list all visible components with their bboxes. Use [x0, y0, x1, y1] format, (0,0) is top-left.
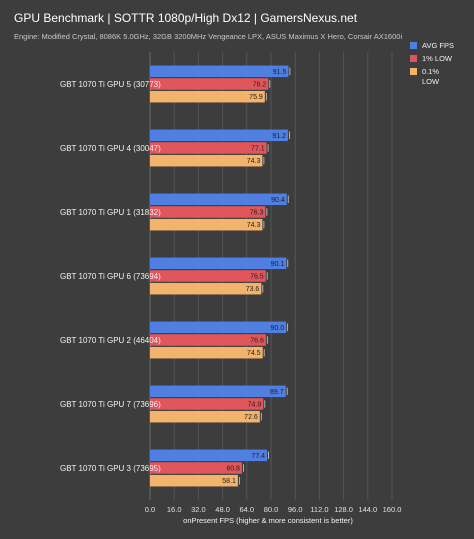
bar-value-label: 90.1	[271, 261, 285, 268]
bar-value-label: 76.3	[250, 210, 264, 217]
bar-value-label: 76.5	[250, 274, 264, 281]
category-label: GBT 1070 Ti GPU 5 (30773)	[60, 80, 161, 89]
bar	[150, 474, 238, 487]
bar-value-label: 74.3	[247, 158, 261, 165]
bar-value-label: 89.7	[270, 389, 284, 396]
bar	[150, 270, 266, 282]
bar	[150, 282, 262, 295]
bar	[150, 65, 289, 78]
legend-label: AVG FPS	[422, 41, 454, 50]
chart-subtitle: Engine: Modified Crystal, 8086K 5.0GHz, …	[14, 32, 402, 41]
bar	[150, 142, 267, 154]
bar	[150, 346, 263, 359]
x-tick-label: 128.0	[334, 505, 353, 514]
bar-value-label: 91.5	[273, 69, 287, 76]
category-label: GBT 1070 Ti GPU 4 (30047)	[60, 144, 161, 153]
category-label: GBT 1070 Ti GPU 6 (73694)	[60, 272, 161, 281]
category-labels: GBT 1070 Ti GPU 5 (30773) GBT 1070 Ti GPU…	[60, 80, 161, 473]
x-axis-ticks: 0.0 16.0 32.0 48.0 64.0 80.0 96.0 112.0 128.0 144…	[145, 505, 402, 514]
x-tick-label: 0.0	[145, 505, 155, 514]
x-tick-label: 32.0	[191, 505, 206, 514]
bar	[150, 385, 286, 398]
bar-value-label: 74.3	[247, 222, 261, 229]
x-tick-label: 64.0	[239, 505, 254, 514]
bar-value-label: 74.5	[247, 350, 261, 357]
bar	[150, 206, 266, 218]
bar	[150, 321, 287, 334]
legend-label: LOW	[422, 77, 440, 86]
x-tick-label: 144.0	[358, 505, 377, 514]
bar	[150, 334, 266, 346]
legend-label: 1% LOW	[422, 54, 453, 63]
bar-value-label: 75.9	[249, 94, 263, 101]
bar	[150, 154, 263, 167]
x-tick-label: 48.0	[215, 505, 230, 514]
bar	[150, 449, 268, 462]
bar-value-label: 77.1	[251, 146, 265, 153]
x-tick-label: 16.0	[167, 505, 182, 514]
bar-value-label: 72.6	[244, 414, 258, 421]
chart-title: GPU Benchmark | SOTTR 1080p/High Dx12 | …	[14, 11, 358, 25]
category-label: GBT 1070 Ti GPU 1 (31832)	[60, 208, 161, 217]
legend-swatch	[410, 68, 417, 75]
x-axis-label: onPresent FPS (higher & more consistent …	[183, 516, 353, 525]
legend-swatch	[410, 42, 417, 49]
x-tick-label: 160.0	[383, 505, 402, 514]
bar	[150, 78, 269, 90]
bar-value-label: 90.0	[271, 325, 285, 332]
bar-value-label: 90.4	[271, 197, 285, 204]
bar-value-label: 73.6	[246, 286, 260, 293]
bar	[150, 257, 287, 270]
bar	[150, 218, 263, 231]
category-label: GBT 1070 Ti GPU 7 (73696)	[60, 400, 161, 409]
bar-value-label: 78.2	[253, 82, 267, 89]
x-tick-label: 96.0	[288, 505, 303, 514]
x-tick-label: 80.0	[264, 505, 279, 514]
bar	[150, 410, 260, 423]
bar-value-label: 77.4	[251, 453, 265, 460]
bar-value-label: 76.6	[250, 338, 264, 345]
legend-swatch	[410, 55, 417, 62]
category-label: GBT 1070 Ti GPU 3 (73695)	[60, 464, 161, 473]
bar	[150, 90, 265, 103]
category-label: GBT 1070 Ti GPU 2 (46404)	[60, 336, 161, 345]
bars: 91.5 78.2 75.9 91.2 77.1 74.3 90.4 76.3 74.3 90.1…	[150, 65, 291, 487]
legend-label: 0.1%	[422, 67, 439, 76]
bar-value-label: 60.8	[226, 466, 240, 473]
bar	[150, 129, 288, 142]
bar-value-label: 74.9	[248, 402, 262, 409]
bar	[150, 193, 287, 206]
bar-value-label: 58.1	[222, 478, 236, 485]
bar	[150, 398, 264, 410]
x-tick-label: 112.0	[310, 505, 328, 514]
bar-value-label: 91.2	[272, 133, 286, 140]
legend: AVG FPS 1% LOW 0.1%LOW	[410, 41, 454, 86]
bar	[150, 462, 242, 474]
